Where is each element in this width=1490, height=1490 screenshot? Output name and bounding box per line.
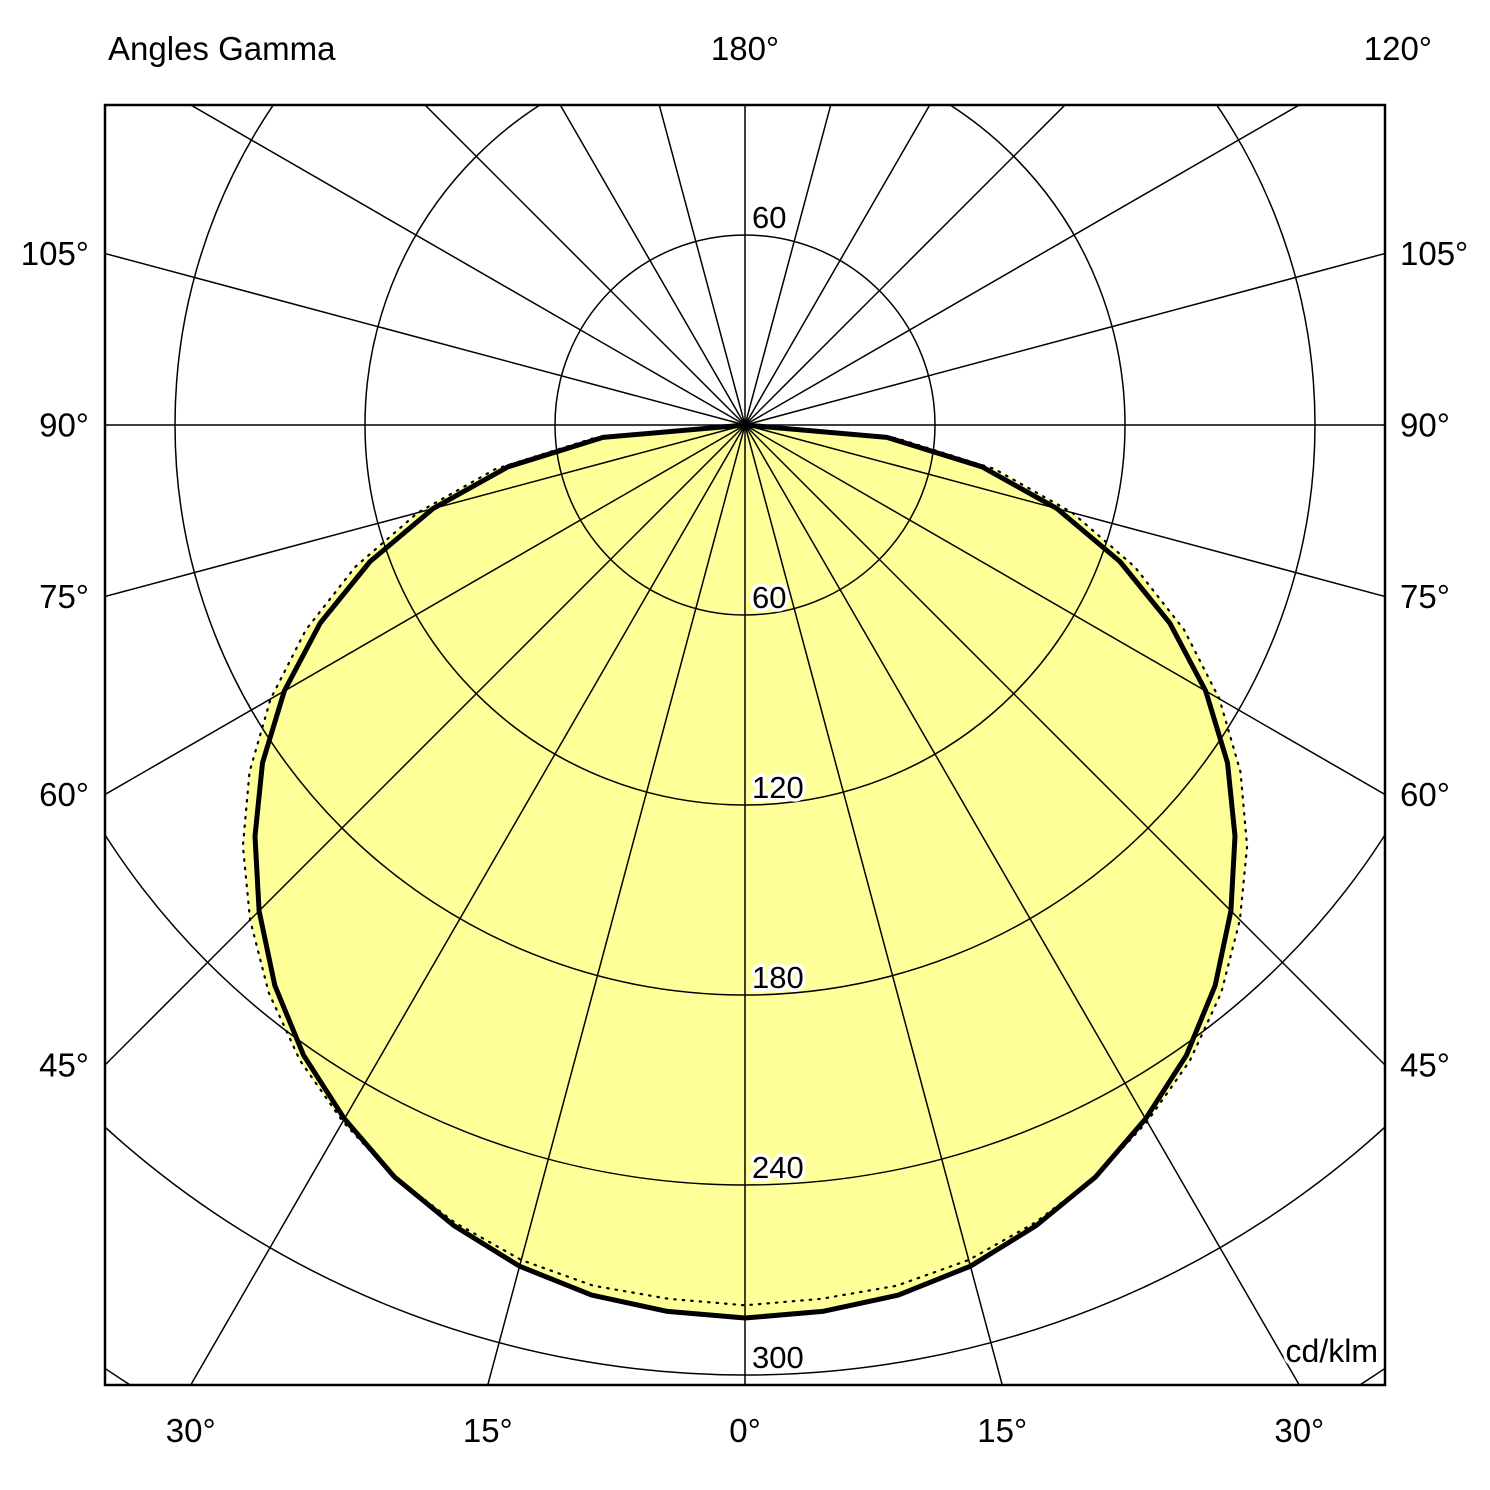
angle-label-left-45: 45° — [39, 1047, 89, 1084]
gamma-line-60deg — [744, 424, 1385, 796]
angle-label-top-center: 180° — [711, 30, 779, 67]
gamma-line-300deg — [105, 424, 746, 796]
gamma-line-240deg — [189, 105, 746, 426]
curve-plane-solid — [252, 422, 1238, 1321]
angle-label-bottom-right-30: 30° — [1274, 1412, 1324, 1449]
gamma-line-210deg — [559, 105, 746, 426]
gamma-line-75deg — [744, 424, 1385, 598]
angle-label-top-right: 120° — [1364, 30, 1432, 67]
plot-border — [103, 103, 1387, 1387]
gamma-line-345deg — [486, 424, 746, 1385]
ring-label-180: 180 — [752, 960, 804, 995]
gamma-line-255deg — [105, 252, 746, 426]
angle-label-right-105: 105° — [1400, 235, 1468, 272]
axis-labels: 60 120 180 240 300 60 0° 15° 15° 30° 30° 45° 45° 60° 6… — [17, 27, 1472, 1453]
gamma-line-150deg — [744, 105, 931, 426]
gamma-line-315deg — [105, 424, 746, 1067]
angle-label-right-75: 75° — [1400, 578, 1450, 615]
gamma-line-120deg — [744, 105, 1301, 426]
angle-label-bottom-left-30: 30° — [166, 1412, 216, 1449]
gamma-line-285deg — [105, 424, 746, 598]
angle-label-left-105: 105° — [21, 235, 89, 272]
ring-label-60: 60 — [752, 580, 786, 615]
ring-label-300: 300 — [752, 1340, 804, 1375]
angle-label-right-60: 60° — [1400, 776, 1450, 813]
gamma-line-225deg — [423, 105, 746, 426]
angle-label-left-90: 90° — [39, 407, 89, 444]
gamma-line-15deg — [744, 424, 1004, 1385]
gamma-line-165deg — [744, 105, 832, 426]
angle-label-right-45: 45° — [1400, 1047, 1450, 1084]
gamma-line-330deg — [189, 424, 746, 1385]
gamma-line-30deg — [744, 424, 1301, 1385]
angle-label-bottom-left-15: 15° — [463, 1412, 513, 1449]
gamma-line-195deg — [658, 105, 746, 426]
angle-label-right-90: 90° — [1400, 407, 1450, 444]
ring-label-240: 240 — [752, 1150, 804, 1185]
curve-plane-dotted — [241, 423, 1249, 1307]
ring-label-120: 120 — [752, 770, 804, 805]
gamma-line-135deg — [744, 105, 1067, 426]
angle-label-left-60: 60° — [39, 776, 89, 813]
chart-title: Angles Gamma — [108, 30, 336, 67]
angle-label-left-75: 75° — [39, 578, 89, 615]
intensity-curves — [241, 422, 1249, 1321]
gamma-line-45deg — [744, 424, 1385, 1067]
unit-label: cd/klm — [1286, 1333, 1378, 1369]
gamma-line-105deg — [744, 252, 1385, 426]
angle-label-bottom-0: 0° — [729, 1412, 761, 1449]
angle-label-bottom-right-15: 15° — [977, 1412, 1027, 1449]
ring-label-top-60: 60 — [752, 200, 786, 235]
